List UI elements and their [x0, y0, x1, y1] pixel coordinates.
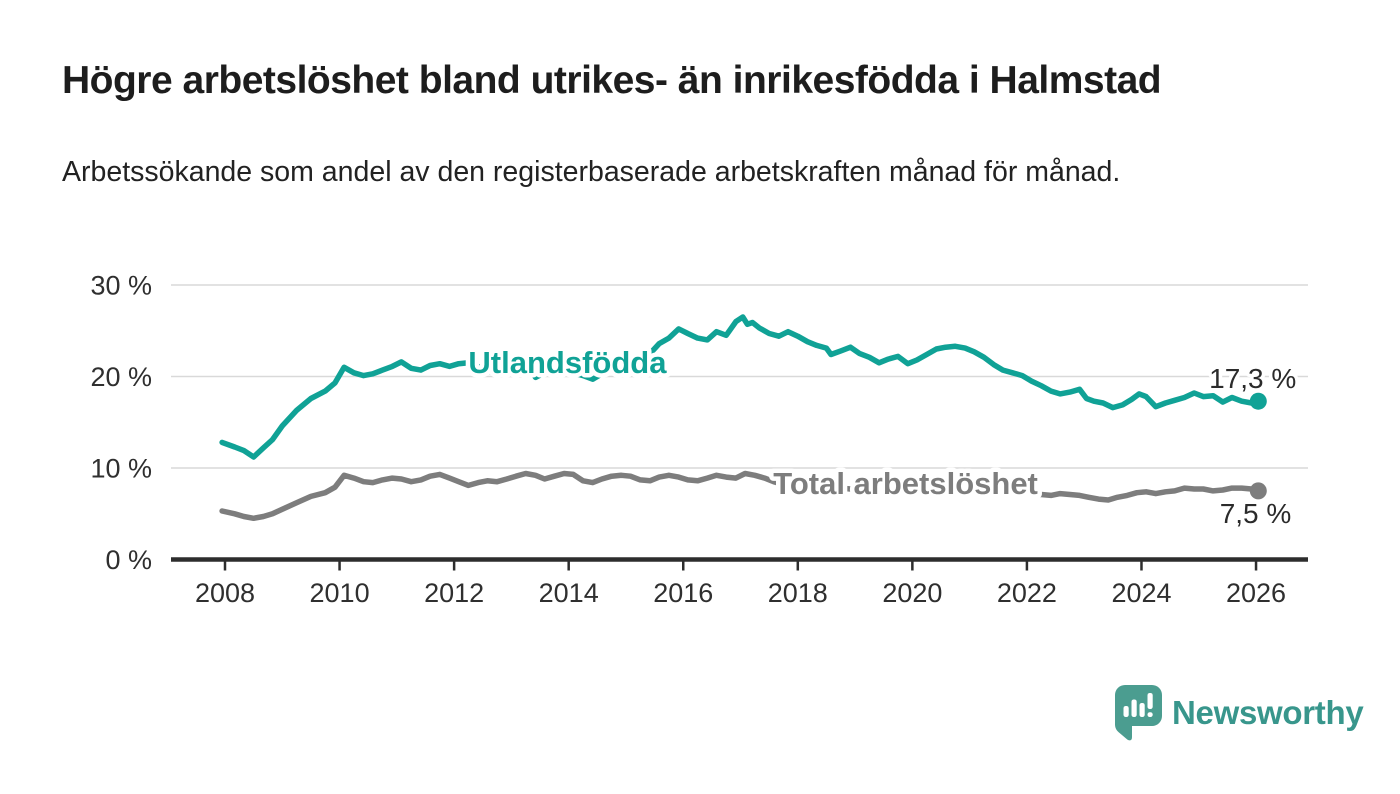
series-line-total — [219, 470, 1262, 522]
exclamation-bar — [1147, 693, 1153, 709]
value-label-total: 7,5 % — [1220, 498, 1292, 529]
bar-1 — [1123, 706, 1129, 717]
speech-bubble-shape — [1115, 685, 1162, 741]
x-tick-label-2010: 2010 — [310, 578, 370, 608]
chart-subtitle: Arbetssökande som andel av den registerb… — [62, 156, 1121, 188]
y-tick-label-10: 10 % — [90, 454, 152, 484]
series-end-dot-total — [1249, 482, 1267, 500]
value-label-utlandsfodda: 17,3 % — [1209, 363, 1296, 394]
x-tick-label-2008: 2008 — [195, 578, 255, 608]
x-tick-label-2024: 2024 — [1111, 578, 1171, 608]
series-label-total: Total arbetslöshet — [773, 466, 1038, 501]
exclamation-dot — [1147, 712, 1153, 717]
y-tick-label-0: 0 % — [105, 545, 152, 575]
x-tick-label-2012: 2012 — [424, 578, 484, 608]
newsworthy-logo-icon — [1115, 685, 1162, 741]
y-tick-label-20: 20 % — [90, 362, 152, 392]
x-tick-label-2018: 2018 — [768, 578, 828, 608]
x-tick-label-2014: 2014 — [539, 578, 599, 608]
x-tick-label-2022: 2022 — [997, 578, 1057, 608]
series-end-dot-utlandsfodda — [1249, 392, 1267, 410]
series-line-utlandsfodda — [219, 314, 1262, 460]
y-tick-label-30: 30 % — [90, 271, 152, 301]
x-tick-label-2016: 2016 — [653, 578, 713, 608]
x-tick-label-2020: 2020 — [882, 578, 942, 608]
bar-3 — [1139, 703, 1145, 717]
newsworthy-branding: Newsworthy — [1113, 684, 1364, 742]
series-label-utlandsfodda: Utlandsfödda — [468, 345, 667, 380]
bar-2 — [1131, 699, 1137, 717]
page-title: Högre arbetslöshet bland utrikes- än inr… — [62, 59, 1162, 102]
newsworthy-wordmark: Newsworthy — [1172, 694, 1364, 731]
unemployment-line-chart: 0 % 10 % 20 % 30 % 2008 2010 2012 2014 2016 2018 2… — [90, 271, 1308, 608]
x-tick-label-2026: 2026 — [1226, 578, 1286, 608]
